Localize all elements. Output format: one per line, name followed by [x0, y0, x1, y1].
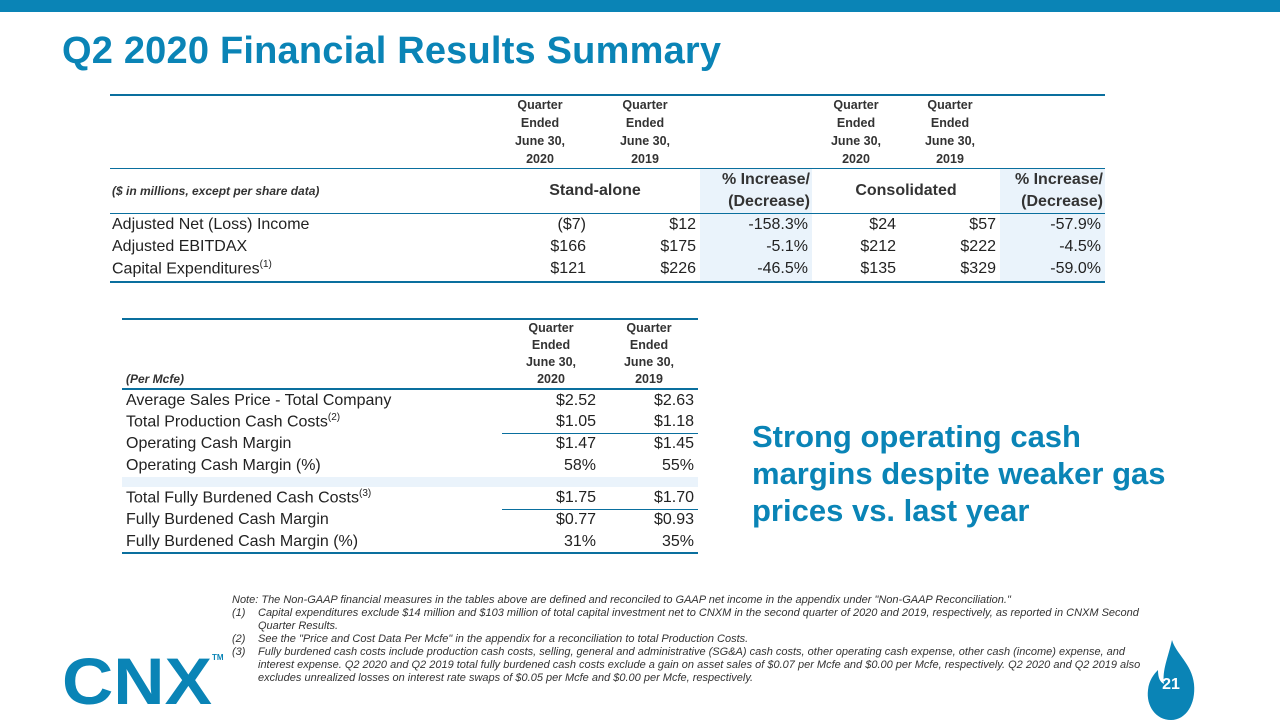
cell-value: $212: [860, 237, 896, 255]
table1-group-header-row: ($ in millions, except per share data) S…: [110, 168, 1105, 214]
cell-value: -59.0%: [1000, 257, 1105, 283]
cell-value: $1.18: [600, 411, 698, 434]
cell-value: $1.05: [502, 411, 600, 434]
table-row: Fully Burdened Cash Margin $0.77 $0.93: [122, 509, 698, 531]
callout-text: Strong operating cash margins despite we…: [752, 419, 1166, 528]
table-row: Fully Burdened Cash Margin (%) 31% 35%: [122, 531, 698, 554]
cell-value: $12: [669, 215, 696, 233]
table2-header-row: (Per Mcfe) Quarter Ended June 30, 2020 Quar…: [122, 320, 698, 390]
cell-value: $226: [590, 257, 700, 283]
cell-value: $1.70: [600, 487, 698, 510]
cell-value: $2.63: [653, 391, 694, 409]
col-header-2019: Quarter Ended June 30, 2019: [600, 320, 698, 390]
table-row: Adjusted EBITDAX $166 $175 -5.1% $212 $2…: [110, 235, 1105, 258]
row-label: Capital Expenditures(1): [110, 257, 490, 283]
cell-value: -5.1%: [700, 235, 812, 258]
logo-trademark: TM: [212, 653, 224, 662]
col-header-standalone-2019: Quarter Ended June 30, 2019: [619, 98, 671, 166]
row-label: Operating Cash Margin (%): [126, 457, 321, 474]
row-label: Average Sales Price - Total Company: [126, 391, 392, 409]
cell-value: 31%: [502, 531, 600, 554]
cell-value: $1.47: [555, 435, 596, 453]
cell-value: $1.45: [653, 435, 694, 453]
cell-value: -158.3%: [700, 213, 812, 236]
page-number: 21: [1162, 676, 1180, 693]
per-mcfe-table: (Per Mcfe) Quarter Ended June 30, 2020 Quar…: [122, 318, 698, 554]
table-row: Total Fully Burdened Cash Costs(3) $1.75…: [122, 487, 698, 510]
table-row: Operating Cash Margin (%) 58% 55%: [122, 455, 698, 477]
cell-value: -46.5%: [700, 257, 812, 283]
footnote-item: (2) See the "Price and Cost Data Per Mcfe…: [232, 633, 749, 645]
cell-value: $0.93: [653, 511, 694, 529]
cell-value: $329: [900, 257, 1000, 283]
table-row: Capital Expenditures(1) $121 $226 -46.5%…: [110, 257, 1105, 283]
footnote-item: (1) Capital expenditures exclude $14 mill…: [232, 607, 1139, 632]
cell-value: 55%: [661, 457, 694, 474]
cell-value: $121: [490, 257, 590, 283]
financial-summary-table: Quarter Ended June 30, 2020 Quarter Ended Jun…: [110, 94, 1105, 283]
row-label: Fully Burdened Cash Margin: [126, 511, 329, 528]
page-title: Q2 2020 Financial Results Summary: [62, 30, 722, 72]
table-row: Operating Cash Margin $1.47 $1.45: [122, 433, 698, 455]
footnote-item: (3) Fully burdened cash costs include pro…: [232, 646, 1141, 684]
cell-value: ($7): [557, 215, 586, 233]
footnote-ref: (2): [327, 412, 341, 424]
cell-value: $175: [660, 237, 696, 255]
col-header-2020: Quarter Ended June 30, 2020: [502, 320, 600, 390]
top-accent-bar: [0, 0, 1280, 12]
table1-units-label: ($ in millions, except per share data): [110, 168, 490, 214]
footnote-ref: (1): [259, 259, 272, 271]
cell-value: $135: [812, 257, 900, 283]
cell-value: 58%: [563, 457, 596, 474]
flame-icon: [1147, 640, 1195, 720]
row-spacer: [122, 477, 698, 487]
footnote-ref: (3): [359, 488, 372, 500]
col-header-consolidated-2020: Quarter Ended June 30, 2020: [830, 98, 882, 166]
cell-value: $166: [550, 237, 586, 255]
row-label: Adjusted EBITDAX: [112, 237, 248, 255]
col-header-consolidated-2019: Quarter Ended June 30, 2019: [924, 98, 976, 166]
row-label: Adjusted Net (Loss) Income: [112, 215, 310, 233]
logo-wordmark: CNX: [62, 650, 212, 710]
cell-value: $57: [969, 215, 996, 233]
consolidated-pct-header: % Increase/(Decrease): [1000, 168, 1105, 214]
cell-value: $1.75: [502, 487, 600, 510]
standalone-group-header: Stand-alone: [490, 168, 700, 214]
note-intro: Note: The Non-GAAP financial measures in…: [232, 594, 1011, 606]
table-row: Average Sales Price - Total Company $2.5…: [122, 389, 698, 411]
cell-value: $24: [869, 215, 896, 233]
row-label: Total Fully Burdened Cash Costs(3): [126, 488, 372, 507]
table-row: Total Production Cash Costs(2) $1.05 $1.…: [122, 411, 698, 434]
consolidated-group-header: Consolidated: [812, 168, 1000, 214]
footnotes: Note: The Non-GAAP financial measures in…: [232, 594, 1152, 685]
row-label: Total Production Cash Costs(2): [126, 412, 341, 431]
cnx-logo: CNX TM: [62, 650, 224, 710]
cell-value: $0.77: [555, 511, 596, 529]
cell-value: -57.9%: [1000, 213, 1105, 236]
table1-date-header-row: Quarter Ended June 30, 2020 Quarter Ended Jun…: [110, 96, 1105, 169]
table-row: Adjusted Net (Loss) Income ($7) $12 -158…: [110, 213, 1105, 236]
row-label: Operating Cash Margin: [126, 435, 292, 452]
cell-value: 35%: [600, 531, 698, 554]
cell-value: $222: [960, 237, 996, 255]
cell-value: $2.52: [555, 391, 596, 409]
table2-units-label: (Per Mcfe): [122, 320, 502, 390]
standalone-pct-header: % Increase/(Decrease): [700, 168, 812, 214]
col-header-standalone-2020: Quarter Ended June 30, 2020: [514, 98, 566, 166]
cell-value: -4.5%: [1000, 235, 1105, 258]
row-label: Fully Burdened Cash Margin (%): [122, 531, 502, 554]
